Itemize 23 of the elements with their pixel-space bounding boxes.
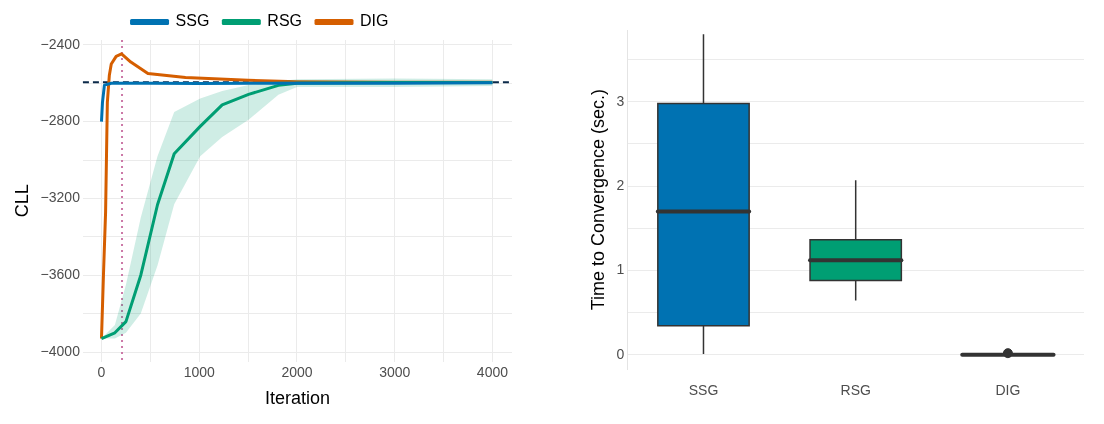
legend-label: RSG	[267, 12, 303, 30]
y-tick-label: 1	[616, 261, 625, 278]
x-tick-label: 2000	[281, 363, 313, 380]
y-tick-label: 0	[616, 345, 625, 362]
x-axis-title: Iteration	[264, 388, 330, 409]
y-tick-label: 2	[616, 176, 625, 193]
y-axis-title: Time to Convergence (sec.)	[587, 88, 608, 311]
y-axis-title: CLL	[11, 184, 32, 218]
x-tick-label: 1000	[183, 363, 216, 380]
y-tick-label: −4000	[40, 342, 81, 359]
x-tick-label: RSG	[840, 382, 871, 399]
y-tick-label: 3	[616, 92, 625, 109]
x-tick-label: 0	[97, 363, 106, 380]
legend-label: SSG	[175, 12, 210, 30]
y-tick-label: −3600	[40, 266, 81, 283]
y-tick-label: −2400	[40, 35, 81, 52]
x-tick-label: SSG	[688, 382, 719, 399]
y-tick-label: −3200	[40, 189, 81, 206]
x-tick-label: 3000	[379, 363, 411, 380]
legend-label: DIG	[360, 12, 389, 30]
x-tick-label: DIG	[995, 382, 1021, 399]
x-tick-label: 4000	[476, 363, 509, 380]
y-tick-label: −2800	[40, 112, 81, 129]
